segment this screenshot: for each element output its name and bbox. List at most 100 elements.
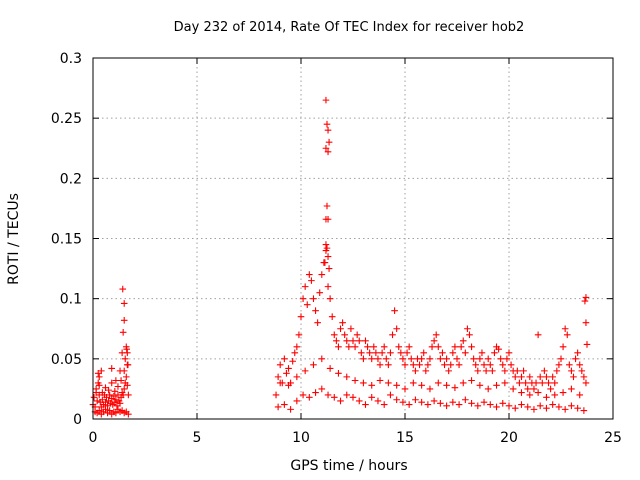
data-point	[447, 361, 455, 369]
data-point	[358, 349, 365, 357]
data-point	[393, 396, 400, 404]
data-point	[355, 337, 363, 345]
data-point	[472, 361, 480, 369]
data-point	[476, 355, 484, 363]
data-point	[323, 244, 331, 252]
data-point	[112, 377, 120, 384]
data-point	[351, 343, 359, 351]
data-point	[530, 385, 538, 393]
data-point	[110, 392, 118, 400]
data-point	[536, 373, 544, 381]
data-point	[405, 343, 413, 351]
data-point	[509, 385, 517, 393]
data-point	[330, 331, 338, 339]
data-point	[578, 367, 586, 375]
data-point	[468, 343, 475, 351]
data-point	[351, 377, 359, 384]
data-point	[276, 379, 284, 387]
data-point	[532, 379, 540, 387]
data-point	[501, 367, 509, 375]
data-point	[455, 361, 463, 369]
data-point	[445, 367, 452, 375]
data-point	[495, 345, 502, 353]
data-point	[291, 349, 299, 357]
data-point	[397, 349, 405, 357]
data-point	[345, 343, 353, 351]
data-point	[310, 295, 317, 302]
data-point	[516, 379, 523, 387]
data-point	[385, 379, 392, 387]
data-point	[395, 343, 403, 351]
data-point	[326, 365, 334, 372]
data-point	[347, 325, 355, 333]
data-point	[499, 361, 507, 369]
data-point	[416, 361, 423, 369]
data-point	[324, 253, 332, 260]
data-point	[125, 391, 132, 399]
y-tick-label: 0.05	[51, 352, 82, 368]
data-point	[376, 377, 384, 384]
data-point	[534, 331, 542, 339]
data-point	[301, 367, 309, 375]
data-point	[426, 355, 434, 363]
data-point	[536, 402, 544, 410]
data-point	[370, 343, 378, 351]
data-point	[543, 394, 550, 401]
data-point	[501, 379, 509, 387]
data-point	[399, 355, 407, 363]
data-point	[326, 295, 334, 302]
data-point	[476, 382, 484, 389]
data-point	[272, 391, 280, 399]
data-point	[462, 349, 469, 357]
data-point	[372, 349, 380, 357]
data-point	[387, 391, 394, 399]
data-point	[349, 337, 357, 345]
data-point	[543, 373, 550, 381]
data-point	[124, 349, 131, 357]
data-point	[295, 331, 303, 339]
data-point	[349, 394, 357, 401]
data-point	[368, 355, 376, 363]
data-point	[322, 96, 330, 104]
data-point	[362, 337, 369, 345]
data-point	[330, 394, 338, 401]
data-point	[484, 385, 492, 393]
data-point	[287, 406, 294, 413]
data-point	[289, 357, 296, 365]
data-point	[407, 355, 415, 363]
y-tick-label: 0.1	[60, 292, 82, 308]
data-point	[99, 389, 106, 396]
data-point	[434, 343, 442, 351]
data-point	[549, 373, 556, 381]
data-point	[547, 385, 554, 393]
data-point	[281, 355, 288, 363]
data-point	[399, 398, 407, 406]
data-point	[582, 294, 590, 301]
data-point	[401, 361, 409, 369]
data-point	[325, 138, 333, 146]
data-point	[335, 343, 342, 351]
data-point	[95, 407, 103, 414]
data-point	[474, 402, 482, 410]
data-point	[285, 365, 292, 372]
data-point	[462, 396, 469, 404]
data-point	[511, 404, 519, 412]
data-point	[360, 379, 367, 387]
data-point	[449, 349, 457, 357]
data-point	[303, 301, 311, 308]
data-point	[353, 331, 361, 339]
data-point	[116, 367, 124, 375]
data-point	[333, 337, 340, 345]
data-point	[557, 355, 565, 363]
data-point	[393, 325, 400, 333]
data-point	[412, 396, 419, 404]
data-point	[566, 361, 573, 369]
data-point	[559, 343, 567, 351]
data-point	[451, 343, 459, 351]
x-tick-label: 0	[89, 430, 98, 446]
data-point	[582, 319, 590, 327]
data-point	[337, 325, 344, 333]
data-point	[297, 313, 305, 321]
data-point	[551, 391, 559, 399]
data-point	[478, 349, 486, 357]
